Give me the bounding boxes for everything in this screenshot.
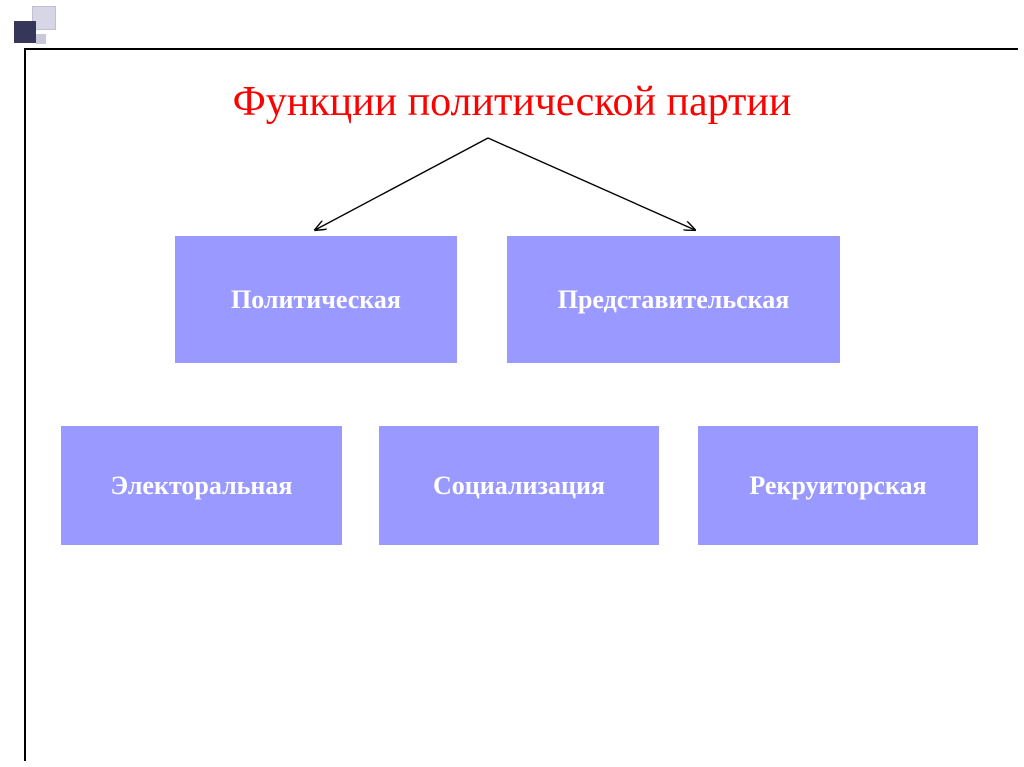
decor-square-dark [14,21,36,43]
slide-title: Функции политической партии [0,78,1024,126]
box-representative-label: Представительская [558,285,790,315]
box-representative: Представительская [507,236,840,363]
box-political-label: Политическая [231,285,401,315]
box-socialization: Социализация [379,426,659,545]
slide-frame [24,48,1018,761]
box-socialization-label: Социализация [433,471,605,501]
box-political: Политическая [175,236,457,363]
box-electoral-label: Электоральная [111,471,293,501]
box-recruiter-label: Рекруиторская [749,471,926,501]
box-electoral: Электоральная [61,426,342,545]
box-recruiter: Рекруиторская [698,426,978,545]
decor-square-small [36,34,46,44]
